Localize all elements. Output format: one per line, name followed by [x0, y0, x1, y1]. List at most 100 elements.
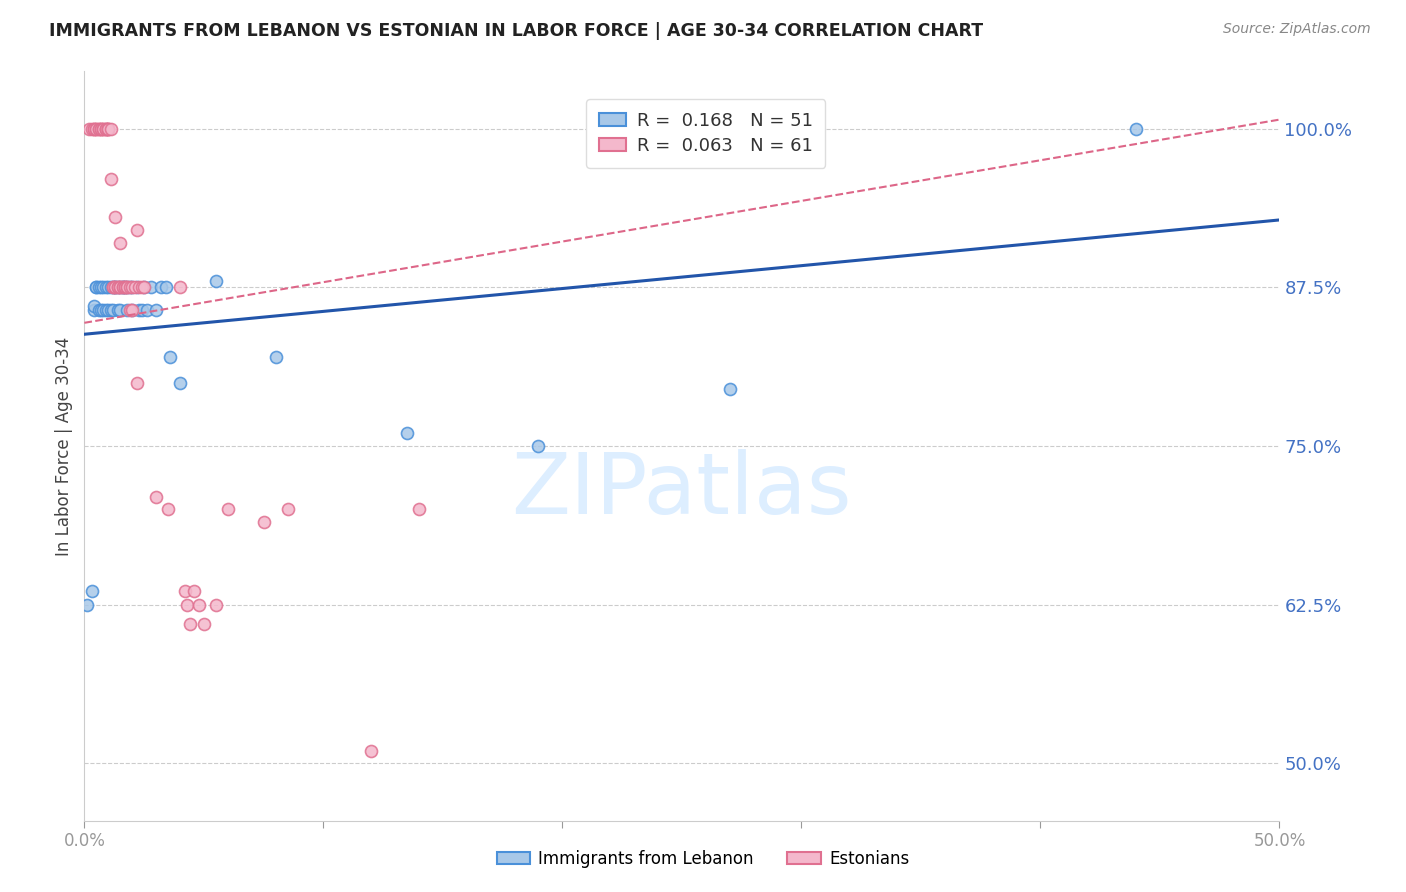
Point: [90, 121, 112, 136]
Point: [159, 350, 181, 364]
Point: [80, 121, 103, 136]
Point: [101, 280, 124, 294]
Point: [87, 121, 110, 136]
Point: [80, 583, 103, 598]
Point: [117, 280, 139, 294]
Point: [125, 376, 148, 390]
Point: [94, 303, 117, 318]
Point: [97, 303, 120, 318]
Point: [145, 303, 167, 318]
Point: [87, 280, 110, 294]
Point: [93, 121, 115, 136]
Point: [118, 303, 141, 318]
Point: [101, 303, 124, 318]
Point: [97, 280, 120, 294]
Point: [111, 280, 134, 294]
Point: [396, 426, 419, 441]
Point: [128, 280, 150, 294]
Text: IMMIGRANTS FROM LEBANON VS ESTONIAN IN LABOR FORCE | AGE 30-34 CORRELATION CHART: IMMIGRANTS FROM LEBANON VS ESTONIAN IN L…: [49, 22, 983, 40]
Legend: Immigrants from Lebanon, Estonians: Immigrants from Lebanon, Estonians: [491, 844, 915, 875]
Point: [132, 280, 156, 294]
Point: [90, 303, 112, 318]
Point: [114, 280, 136, 294]
Point: [110, 235, 132, 250]
Point: [110, 280, 132, 294]
Point: [94, 280, 117, 294]
Point: [100, 303, 122, 318]
Point: [111, 280, 134, 294]
Point: [121, 303, 143, 318]
Point: [110, 280, 132, 294]
Point: [90, 280, 112, 294]
Point: [104, 280, 127, 294]
Point: [173, 583, 195, 598]
Point: [205, 598, 228, 612]
Point: [90, 121, 112, 136]
Point: [86, 121, 108, 136]
Point: [100, 172, 122, 186]
Point: [110, 280, 132, 294]
Point: [117, 280, 139, 294]
Point: [118, 280, 141, 294]
Point: [117, 303, 139, 318]
Point: [125, 280, 148, 294]
Point: [114, 280, 136, 294]
Point: [408, 502, 430, 516]
Point: [100, 121, 122, 136]
Point: [104, 280, 127, 294]
Point: [86, 280, 108, 294]
Point: [104, 211, 127, 225]
Point: [131, 280, 153, 294]
Point: [117, 280, 139, 294]
Text: ZIPatlas: ZIPatlas: [512, 450, 852, 533]
Point: [107, 280, 129, 294]
Point: [100, 280, 122, 294]
Point: [93, 280, 115, 294]
Point: [94, 121, 117, 136]
Point: [107, 280, 129, 294]
Point: [87, 303, 110, 318]
Point: [104, 280, 127, 294]
Point: [77, 121, 100, 136]
Point: [107, 303, 129, 318]
Point: [97, 121, 120, 136]
Point: [169, 280, 191, 294]
Point: [97, 121, 120, 136]
Point: [83, 299, 105, 313]
Point: [114, 280, 136, 294]
Point: [125, 223, 148, 237]
Point: [86, 121, 108, 136]
Point: [101, 280, 124, 294]
Point: [1125, 121, 1147, 136]
Point: [76, 598, 98, 612]
Point: [131, 303, 153, 318]
Point: [183, 583, 205, 598]
Point: [128, 303, 150, 318]
Point: [157, 502, 180, 516]
Point: [94, 121, 117, 136]
Point: [104, 280, 127, 294]
Point: [188, 598, 211, 612]
Point: [205, 274, 228, 288]
Point: [111, 280, 134, 294]
Point: [93, 121, 115, 136]
Legend: R =  0.168   N = 51, R =  0.063   N = 61: R = 0.168 N = 51, R = 0.063 N = 61: [586, 99, 825, 168]
Point: [94, 121, 117, 136]
Point: [83, 121, 105, 136]
Point: [87, 121, 110, 136]
Point: [83, 303, 105, 318]
Point: [169, 376, 191, 390]
Point: [264, 350, 287, 364]
Point: [121, 280, 143, 294]
Point: [97, 121, 120, 136]
Point: [86, 280, 108, 294]
Point: [132, 280, 156, 294]
Text: Source: ZipAtlas.com: Source: ZipAtlas.com: [1223, 22, 1371, 37]
Point: [101, 280, 124, 294]
Point: [135, 303, 157, 318]
Point: [124, 280, 146, 294]
Point: [111, 280, 134, 294]
Point: [217, 502, 239, 516]
Point: [277, 502, 299, 516]
Point: [179, 616, 201, 631]
